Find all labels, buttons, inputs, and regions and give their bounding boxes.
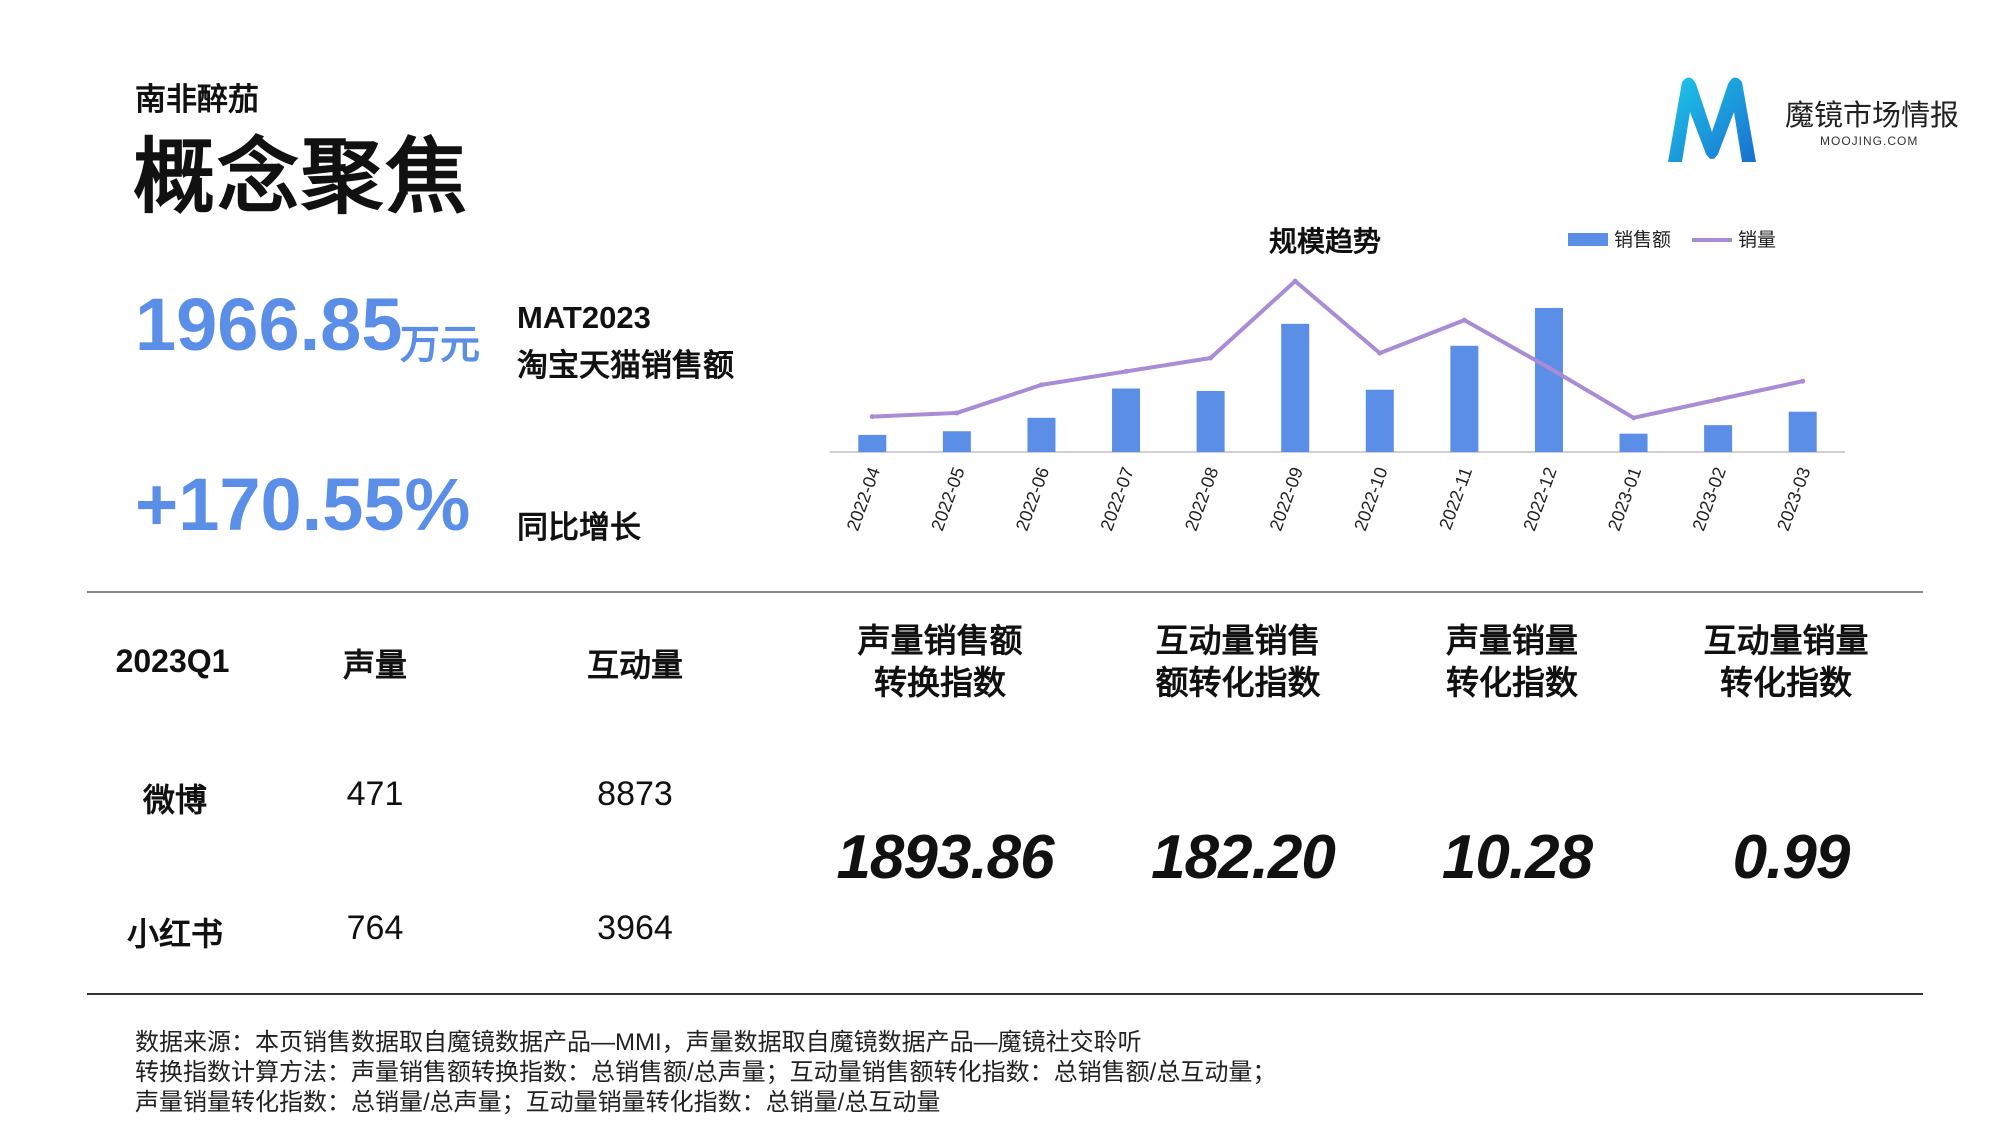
x-tick-label: 2022-04 [843, 465, 884, 534]
index-header-2-line1: 互动量销售 [1155, 622, 1321, 659]
index-header-1: 声量销售额 转换指数 [820, 620, 1060, 704]
row-label-xiaohongshu: 小红书 [126, 916, 223, 952]
index-header-3: 声量销量 转化指数 [1392, 620, 1632, 704]
x-tick-label: 2023-01 [1604, 465, 1645, 534]
bar-sales-2022-12 [1534, 307, 1563, 452]
x-tick-label: 2022-12 [1519, 465, 1560, 534]
chart-title: 规模趋势 [1269, 226, 1381, 257]
voice-header: 声量 [342, 647, 407, 683]
legend-label-volume: 销量 [1738, 229, 1776, 251]
bar-sales-2022-10 [1365, 389, 1394, 452]
bar-sales-2022-04 [858, 434, 887, 452]
legend-label-sales: 销售额 [1614, 229, 1671, 251]
row-label-weibo: 微博 [142, 782, 207, 818]
point-volume-2022-09 [1292, 278, 1298, 284]
trend-chart: 规模趋势 销售额 销量 2022-04 2022-05 2022-06 2022-07 202… [830, 226, 1845, 534]
point-volume-2022-12 [1546, 365, 1552, 371]
logo-domain: MOOJING.COM [1820, 134, 1919, 148]
bar-sales-2022-08 [1196, 390, 1225, 452]
x-tick-label: 2022-11 [1435, 465, 1476, 533]
index-header-4-line1: 互动量销量 [1703, 622, 1869, 659]
line-series-volume [872, 279, 1804, 420]
index-header-4-line2: 转化指数 [1720, 664, 1852, 701]
index-header-2: 互动量销售 额转化指数 [1118, 620, 1358, 704]
bar-sales-2023-01 [1619, 433, 1648, 452]
index-header-3-line1: 声量销量 [1446, 622, 1578, 659]
x-tick-label: 2022-09 [1266, 465, 1307, 534]
sales-label-channel: 淘宝天猫销售额 [517, 348, 734, 383]
sales-label-period: MAT2023 [517, 300, 651, 335]
weibo-interaction: 8873 [597, 775, 673, 813]
index-header-2-line2: 额转化指数 [1155, 664, 1321, 701]
index-value-4: 0.99 [1732, 823, 1851, 892]
point-volume-2022-05 [954, 410, 960, 416]
bar-sales-2022-05 [942, 431, 971, 452]
index-header-1-line1: 声量销售额 [857, 622, 1023, 659]
point-volume-2023-01 [1631, 415, 1637, 421]
index-value-2: 182.20 [1151, 823, 1336, 892]
xiaohongshu-interaction: 3964 [597, 909, 673, 947]
legend-bar-swatch [1568, 233, 1608, 246]
bar-sales-2022-06 [1027, 417, 1056, 452]
sales-value: 1966.85 [135, 283, 403, 366]
sales-unit: 万元 [400, 323, 480, 367]
logo-text: 魔镜市场情报 [1785, 100, 1960, 132]
x-tick-label: 2023-02 [1688, 465, 1729, 534]
bar-sales-2022-07 [1112, 388, 1141, 452]
weibo-voice: 471 [346, 775, 404, 813]
point-volume-2022-07 [1123, 368, 1129, 374]
index-value-3: 10.28 [1441, 823, 1593, 892]
point-volume-2022-10 [1377, 350, 1383, 356]
note-method: 转换指数计算方法：声量销售额转换指数：总销售额/总声量；互动量销售额转化指数：总… [135, 1059, 1277, 1086]
point-volume-2023-03 [1800, 378, 1806, 384]
point-volume-2023-02 [1715, 397, 1721, 403]
x-tick-label: 2023-03 [1773, 465, 1814, 534]
x-tick-label: 2022-10 [1350, 465, 1391, 534]
growth-value: +170.55% [135, 463, 471, 546]
brand-subtitle: 南非醉茄 [135, 82, 259, 117]
growth-label: 同比增长 [517, 510, 641, 545]
x-tick-label: 2022-07 [1096, 465, 1137, 534]
xiaohongshu-voice: 764 [346, 909, 404, 947]
x-tick-label: 2022-08 [1181, 465, 1222, 534]
point-volume-2022-06 [1038, 382, 1044, 388]
index-header-4: 互动量销量 转化指数 [1666, 620, 1906, 704]
table-bottom-rule [87, 993, 1923, 995]
index-value-1: 1893.86 [836, 823, 1054, 892]
index-header-3-line2: 转化指数 [1446, 664, 1578, 701]
point-volume-2022-11 [1461, 317, 1467, 323]
index-header-1-line2: 转换指数 [874, 664, 1006, 701]
bar-sales-2023-02 [1704, 425, 1733, 452]
note-source: 数据来源：本页销售数据取自魔镜数据产品—MMI，声量数据取自魔镜数据产品—魔镜社… [135, 1029, 1142, 1056]
point-volume-2022-08 [1208, 355, 1214, 361]
moojing-logo-icon [1668, 77, 1756, 162]
note-method-cont: 声量销量转化指数：总销量/总声量；互动量销量转化指数：总销量/总互动量 [135, 1089, 941, 1116]
bar-sales-2023-03 [1788, 411, 1817, 452]
period-header: 2023Q1 [115, 643, 230, 679]
table-top-rule [87, 591, 1923, 593]
point-volume-2022-04 [869, 414, 875, 420]
x-tick-label: 2022-05 [927, 465, 968, 534]
x-tick-label: 2022-06 [1012, 465, 1053, 534]
interaction-header: 互动量 [586, 647, 683, 683]
bar-sales-2022-09 [1281, 323, 1310, 452]
bar-sales-2022-11 [1450, 345, 1479, 452]
page-title: 概念聚焦 [133, 132, 470, 223]
